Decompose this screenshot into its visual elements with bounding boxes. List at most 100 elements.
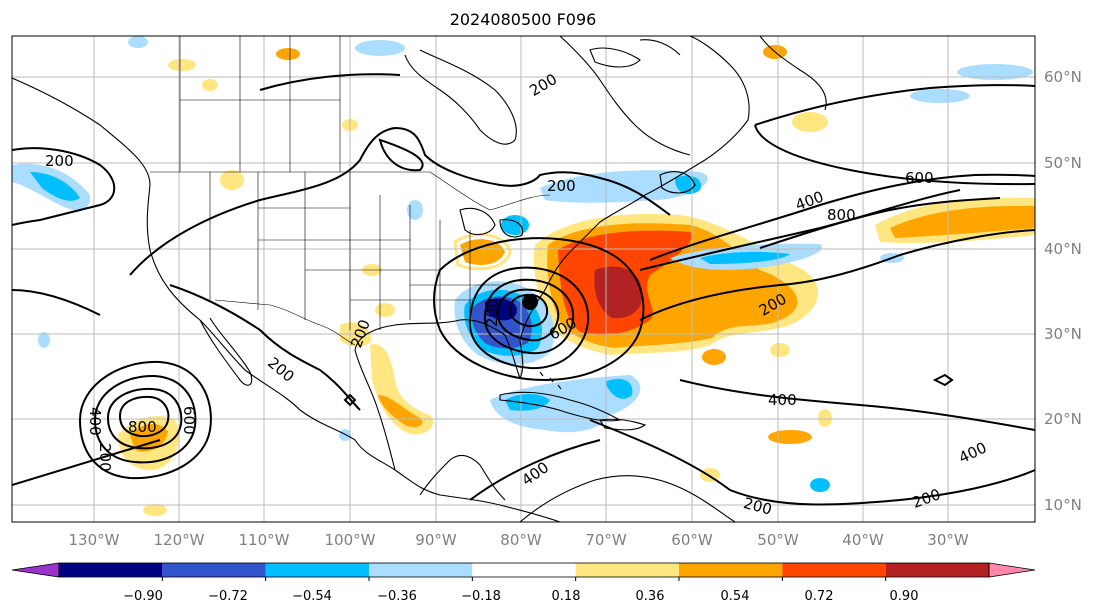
contour-north-ring-2 — [754, 124, 1035, 186]
positive-patch — [168, 59, 196, 71]
negative-patch — [810, 478, 830, 492]
longitude-label: 130°W — [69, 531, 120, 549]
colorbar-tick-label: 0.72 — [805, 589, 834, 604]
latitude-label: 60°N — [1044, 68, 1082, 86]
contour-label: 800 — [827, 206, 856, 224]
positive-anomaly-pacific-inner — [130, 424, 168, 452]
colorbar-segment — [265, 563, 369, 577]
negative-patch — [38, 332, 50, 348]
contour-hudson — [378, 138, 424, 172]
negative-anomaly-storm-core — [484, 298, 517, 321]
labrador-coast — [559, 36, 691, 156]
negative-anomaly-caribbean-east — [605, 378, 633, 399]
colorbar-segment — [885, 563, 989, 577]
contour-200-south — [589, 419, 1035, 506]
positive-anomaly-great-lakes — [460, 239, 505, 265]
longitude-label: 90°W — [415, 531, 457, 549]
latitude-label: 10°N — [1044, 496, 1082, 514]
longitude-label: 40°W — [842, 531, 884, 549]
central-america — [419, 454, 506, 501]
contour-label: 200 — [96, 443, 114, 472]
positive-patch — [792, 112, 828, 132]
contour-label: 200 — [347, 317, 374, 350]
hudson-bay — [404, 49, 517, 145]
contour-small-ring — [343, 393, 357, 407]
colorbar-segment — [679, 563, 783, 577]
longitude-label: 100°W — [325, 531, 376, 549]
colorbar — [11, 562, 1036, 581]
canada-us-border — [150, 171, 551, 211]
contour-200-pacific-nw — [12, 147, 116, 226]
colorbar-tick-label: 0.90 — [890, 589, 919, 604]
colorbar-segment — [59, 563, 163, 577]
colorbar-tick-label: 0.54 — [721, 589, 750, 604]
colorbar-tick-label: −0.36 — [377, 589, 417, 604]
contour-200-mexico — [169, 284, 361, 411]
contour-label: 400 — [956, 439, 990, 467]
positive-patch — [770, 343, 790, 357]
political-borders — [150, 36, 551, 346]
negative-patch — [339, 429, 351, 441]
contour-400-southwest — [469, 439, 601, 501]
negative-patch — [957, 64, 1033, 80]
contour-label: 400 — [793, 188, 826, 215]
latitude-label-group: 60°N 50°N 40°N 30°N 20°N 10°N — [1044, 68, 1082, 514]
negative-anomaly-caribbean-inner — [505, 394, 550, 411]
south-america-coast — [519, 475, 736, 522]
arctic-islands — [589, 39, 681, 68]
contour-storm-3 — [496, 288, 560, 342]
longitude-label: 120°W — [154, 531, 205, 549]
contour-label: 200 — [910, 485, 943, 512]
positive-patch — [202, 79, 218, 91]
positive-patch — [220, 170, 244, 190]
colorbar-extend-low — [11, 562, 60, 578]
contour-north-canada — [259, 73, 401, 91]
colorbar-extend-high — [988, 562, 1036, 578]
us-mexico-border — [214, 299, 356, 346]
colorbar-segment — [162, 563, 266, 577]
contour-200-atlantic-mid — [639, 229, 1035, 321]
contour-200-east — [12, 289, 101, 316]
contour-800-north — [759, 197, 1001, 249]
longitude-label: 70°W — [585, 531, 627, 549]
coastlines — [12, 36, 827, 522]
contour-label: 200 — [547, 177, 576, 195]
contour-200-gulf — [129, 126, 671, 276]
contour-pacific-low-3 — [106, 387, 183, 450]
negative-patch — [355, 40, 405, 56]
contour-label: 200 — [742, 494, 774, 519]
contour-label: 400 — [86, 407, 104, 436]
colorbar-segment — [575, 563, 679, 577]
colorbar-segment — [369, 563, 473, 577]
negative-anomaly-caribbean — [490, 375, 641, 433]
contour-pacific-low-2 — [93, 374, 197, 464]
positive-patch — [375, 303, 395, 317]
baja-california — [199, 317, 253, 386]
colorbar-tick-label: −0.90 — [123, 589, 163, 604]
colorbar-tick-label: 0.36 — [636, 589, 665, 604]
map-title: 2024080500 F096 — [449, 10, 597, 29]
contour-400-south — [679, 379, 1035, 431]
contour-label: 200 — [483, 298, 501, 327]
negative-patch — [407, 200, 423, 220]
colorbar-segment — [472, 563, 576, 577]
longitude-label: 50°W — [757, 531, 799, 549]
contour-pacific-low-outer — [78, 360, 212, 480]
colorbar-tick-group: −0.90 −0.72 −0.54 −0.36 −0.18 0.18 0.36 … — [123, 589, 918, 604]
contour-storm-4 — [508, 293, 549, 328]
gulf-coast — [354, 36, 750, 471]
colorbar-segment — [782, 563, 886, 577]
latitude-label: 30°N — [1044, 325, 1082, 343]
contour-label: 400 — [768, 391, 797, 409]
storm-center-marker — [522, 294, 538, 310]
contour-label: 800 — [128, 418, 157, 436]
negative-patch — [501, 215, 529, 235]
longitude-label: 110°W — [239, 531, 290, 549]
positive-patch — [702, 349, 726, 365]
great-lakes — [459, 207, 524, 238]
colorbar-frame — [58, 562, 990, 578]
positive-patch — [818, 409, 832, 427]
colorbar-tick-label: −0.18 — [461, 589, 501, 604]
longitude-label-group: 130°W 120°W 110°W 100°W 90°W 80°W 70°W 6… — [69, 531, 969, 549]
contour-pacific-low-4 — [118, 395, 170, 438]
